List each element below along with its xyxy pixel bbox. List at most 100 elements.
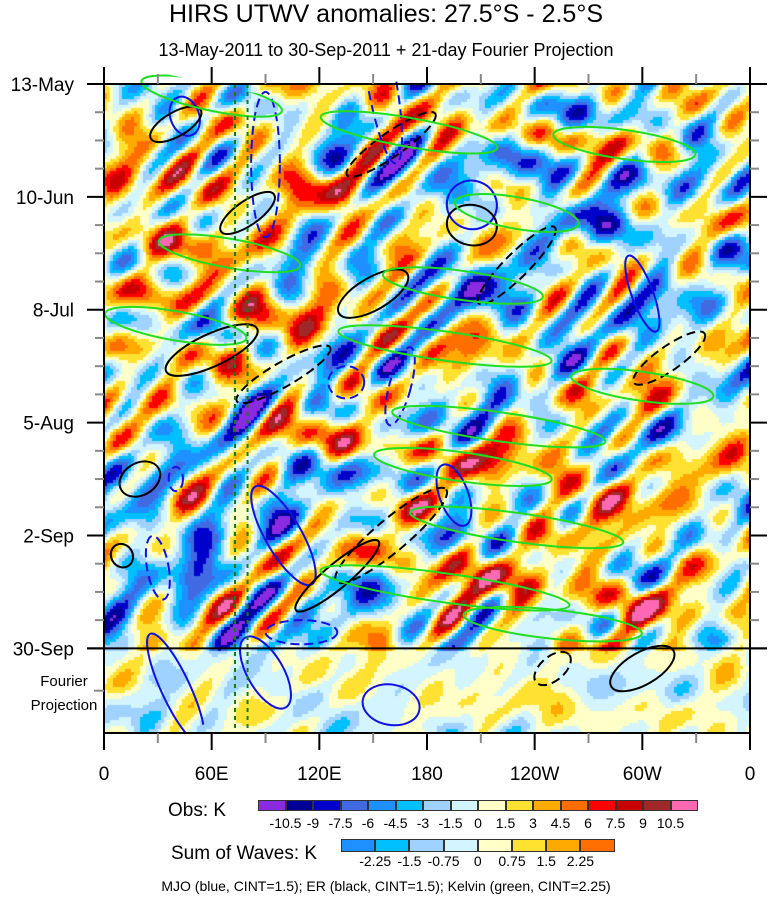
mjo-contour (264, 619, 339, 646)
mjo-contour (445, 179, 498, 231)
er-contour (345, 111, 437, 178)
y-tick-label: 5-Aug (23, 414, 74, 435)
er-contour (164, 323, 259, 377)
er-contour (294, 538, 381, 613)
mjo-contour (167, 465, 184, 493)
mjo-contour (624, 254, 661, 333)
colorbar-swatch (340, 800, 368, 811)
y-tick-label: 8-Jul (33, 301, 74, 322)
chart-title: HIRS UTWV anomalies: 27.5°S - 2.5°S (168, 0, 604, 28)
colorbar-tick-label: -2.25 (359, 853, 392, 869)
kelvin-contour (462, 605, 643, 643)
colorbar-tick-label: -4.5 (383, 815, 408, 831)
er-contour (476, 225, 557, 306)
colorbar-tick-label: -9 (306, 815, 320, 831)
er-contour (109, 542, 135, 569)
colorbar-swatch (477, 839, 512, 852)
colorbar-tick-label: 3 (529, 815, 537, 831)
colorbar-tick-label: 0 (473, 853, 482, 869)
kelvin-contour (319, 110, 499, 155)
colorbar-swatch (450, 800, 478, 811)
kelvin-contour (381, 266, 544, 305)
colorbar-swatch (505, 800, 533, 811)
er-contour (337, 268, 410, 319)
x-tick-label: 60W (623, 764, 662, 785)
colorbar-tick-label: 7.5 (605, 815, 626, 831)
mjo-contour (327, 365, 366, 400)
chart-subtitle: 13-May-2011 to 30-Sep-2011 + 21-day Four… (158, 40, 614, 60)
x-tick-label: 180 (411, 764, 443, 785)
mjo-contour (250, 484, 317, 587)
colorbar-swatch (615, 800, 643, 811)
plot-frame (103, 83, 751, 734)
colorbar-tick-label: -1.5 (397, 853, 422, 869)
er-contour (632, 330, 707, 386)
colorbar-tick-label: 1.5 (536, 853, 556, 869)
colorbar-swatch (423, 800, 451, 811)
colorbar-swatch (560, 800, 588, 811)
contour-legend: MJO (blue, CINT=1.5); ER (black, CINT=1.… (161, 878, 611, 894)
mjo-contour (144, 534, 171, 601)
colorbar-tick-label: -6 (361, 815, 375, 831)
colorbar-swatch (580, 839, 615, 852)
colorbar-tick-label: -10.5 (269, 815, 302, 831)
projection-label: Fourier (40, 673, 88, 690)
er-contour (609, 644, 676, 693)
colorbar-swatch (368, 800, 396, 811)
kelvin-contour (104, 305, 248, 346)
x-tick-label: 0 (745, 764, 756, 785)
colorbar-swatch (409, 839, 444, 852)
colorbar-swatch (643, 800, 671, 811)
colorbar-tick-label: 0.75 (498, 853, 526, 869)
colorbar-swatch (533, 800, 561, 811)
colorbar-swatch (588, 800, 616, 811)
colorbar-swatch (341, 839, 376, 852)
colorbar-swatch (395, 800, 423, 811)
colorbar-tick-label: 6 (584, 815, 592, 831)
kelvin-contour (391, 404, 607, 449)
kelvin-contour (453, 193, 580, 233)
colorbar-swatch (258, 800, 286, 811)
er-contour (445, 203, 498, 247)
colorbar-swatch (670, 800, 698, 811)
kelvin-contour (570, 367, 715, 405)
colorbar-tick-label: 4.5 (550, 815, 571, 831)
colorbar-tick-label: -3 (416, 815, 430, 831)
kelvin-contour (373, 446, 553, 487)
projection-label: Projection (31, 697, 98, 714)
er-contour (235, 344, 332, 405)
mjo-contour (146, 632, 206, 745)
colorbar-tick-label: 2.25 (566, 853, 595, 869)
y-tick-label: 13-May (11, 75, 75, 96)
x-tick-label: 60E (195, 764, 229, 785)
colorbar-tick-label: 10.5 (656, 815, 685, 831)
mjo-contour (168, 95, 201, 137)
mjo-contour (239, 635, 292, 710)
colorbar-swatch (285, 800, 313, 811)
er-contour (334, 486, 449, 585)
x-tick-label: 0 (99, 764, 110, 785)
er-contour (149, 105, 203, 144)
x-tick-label: 120W (510, 764, 560, 785)
colorbar-swatch (375, 839, 410, 852)
colorbar-swatch (443, 839, 478, 852)
kelvin-contour (337, 324, 553, 368)
colorbar-tick-label: -1.5 (438, 815, 463, 831)
y-tick-label: 10-Jun (16, 188, 74, 209)
colorbar-swatch (546, 839, 581, 852)
mjo-contour (361, 683, 421, 727)
er-contour (533, 650, 572, 687)
colorbar-tick-label: -0.75 (427, 853, 460, 869)
obs-anomaly-heatmap (104, 84, 750, 733)
kelvin-contour (552, 125, 697, 163)
colorbar-tick-label: 9 (639, 815, 647, 831)
colorbar-tick-label: 1.5 (495, 815, 516, 831)
mjo-contour (435, 463, 473, 527)
colorbar-swatch (478, 800, 506, 811)
colorbar-swatch (512, 839, 547, 852)
kelvin-contour (409, 505, 625, 550)
x-tick-label: 120E (297, 764, 341, 785)
y-tick-label: 30-Sep (13, 639, 74, 660)
